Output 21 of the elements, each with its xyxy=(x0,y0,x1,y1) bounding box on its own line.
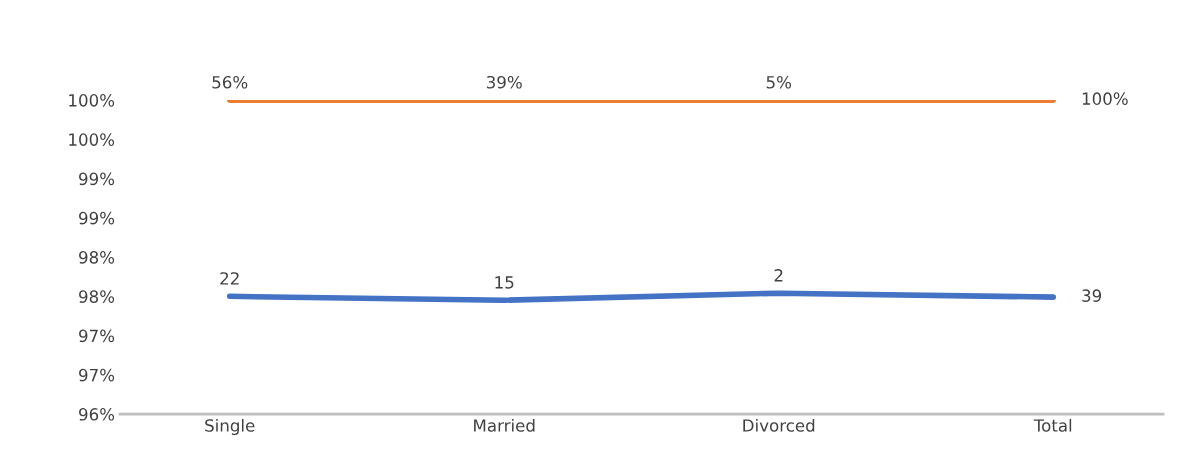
annotation: 39% xyxy=(486,75,522,89)
x-tick-label: Single xyxy=(205,418,255,436)
annotation: 22 xyxy=(220,272,239,285)
x-tick-label: Married xyxy=(474,418,535,432)
annotation: 15 xyxy=(495,276,514,289)
y-tick-label: 98% xyxy=(79,290,115,303)
annotation: 5% xyxy=(766,75,792,89)
annotation: 2 xyxy=(774,269,783,282)
y-tick-label: 99% xyxy=(79,172,115,186)
x-tick-label: Total xyxy=(1033,418,1072,432)
annotation: 56% xyxy=(212,75,248,89)
y-tick-label: 98% xyxy=(79,251,115,264)
y-tick-label: 96% xyxy=(79,408,115,421)
annotation: 39 xyxy=(1082,289,1102,302)
y-tick-label: 97% xyxy=(79,368,115,382)
y-tick-label: 100% xyxy=(69,94,115,107)
y-tick-label: 99% xyxy=(79,211,115,225)
y-tick-label: 97% xyxy=(79,329,115,343)
annotation: 100% xyxy=(1082,92,1128,105)
y-tick-label: 100% xyxy=(69,133,115,146)
x-tick-label: Divorced xyxy=(743,418,815,432)
